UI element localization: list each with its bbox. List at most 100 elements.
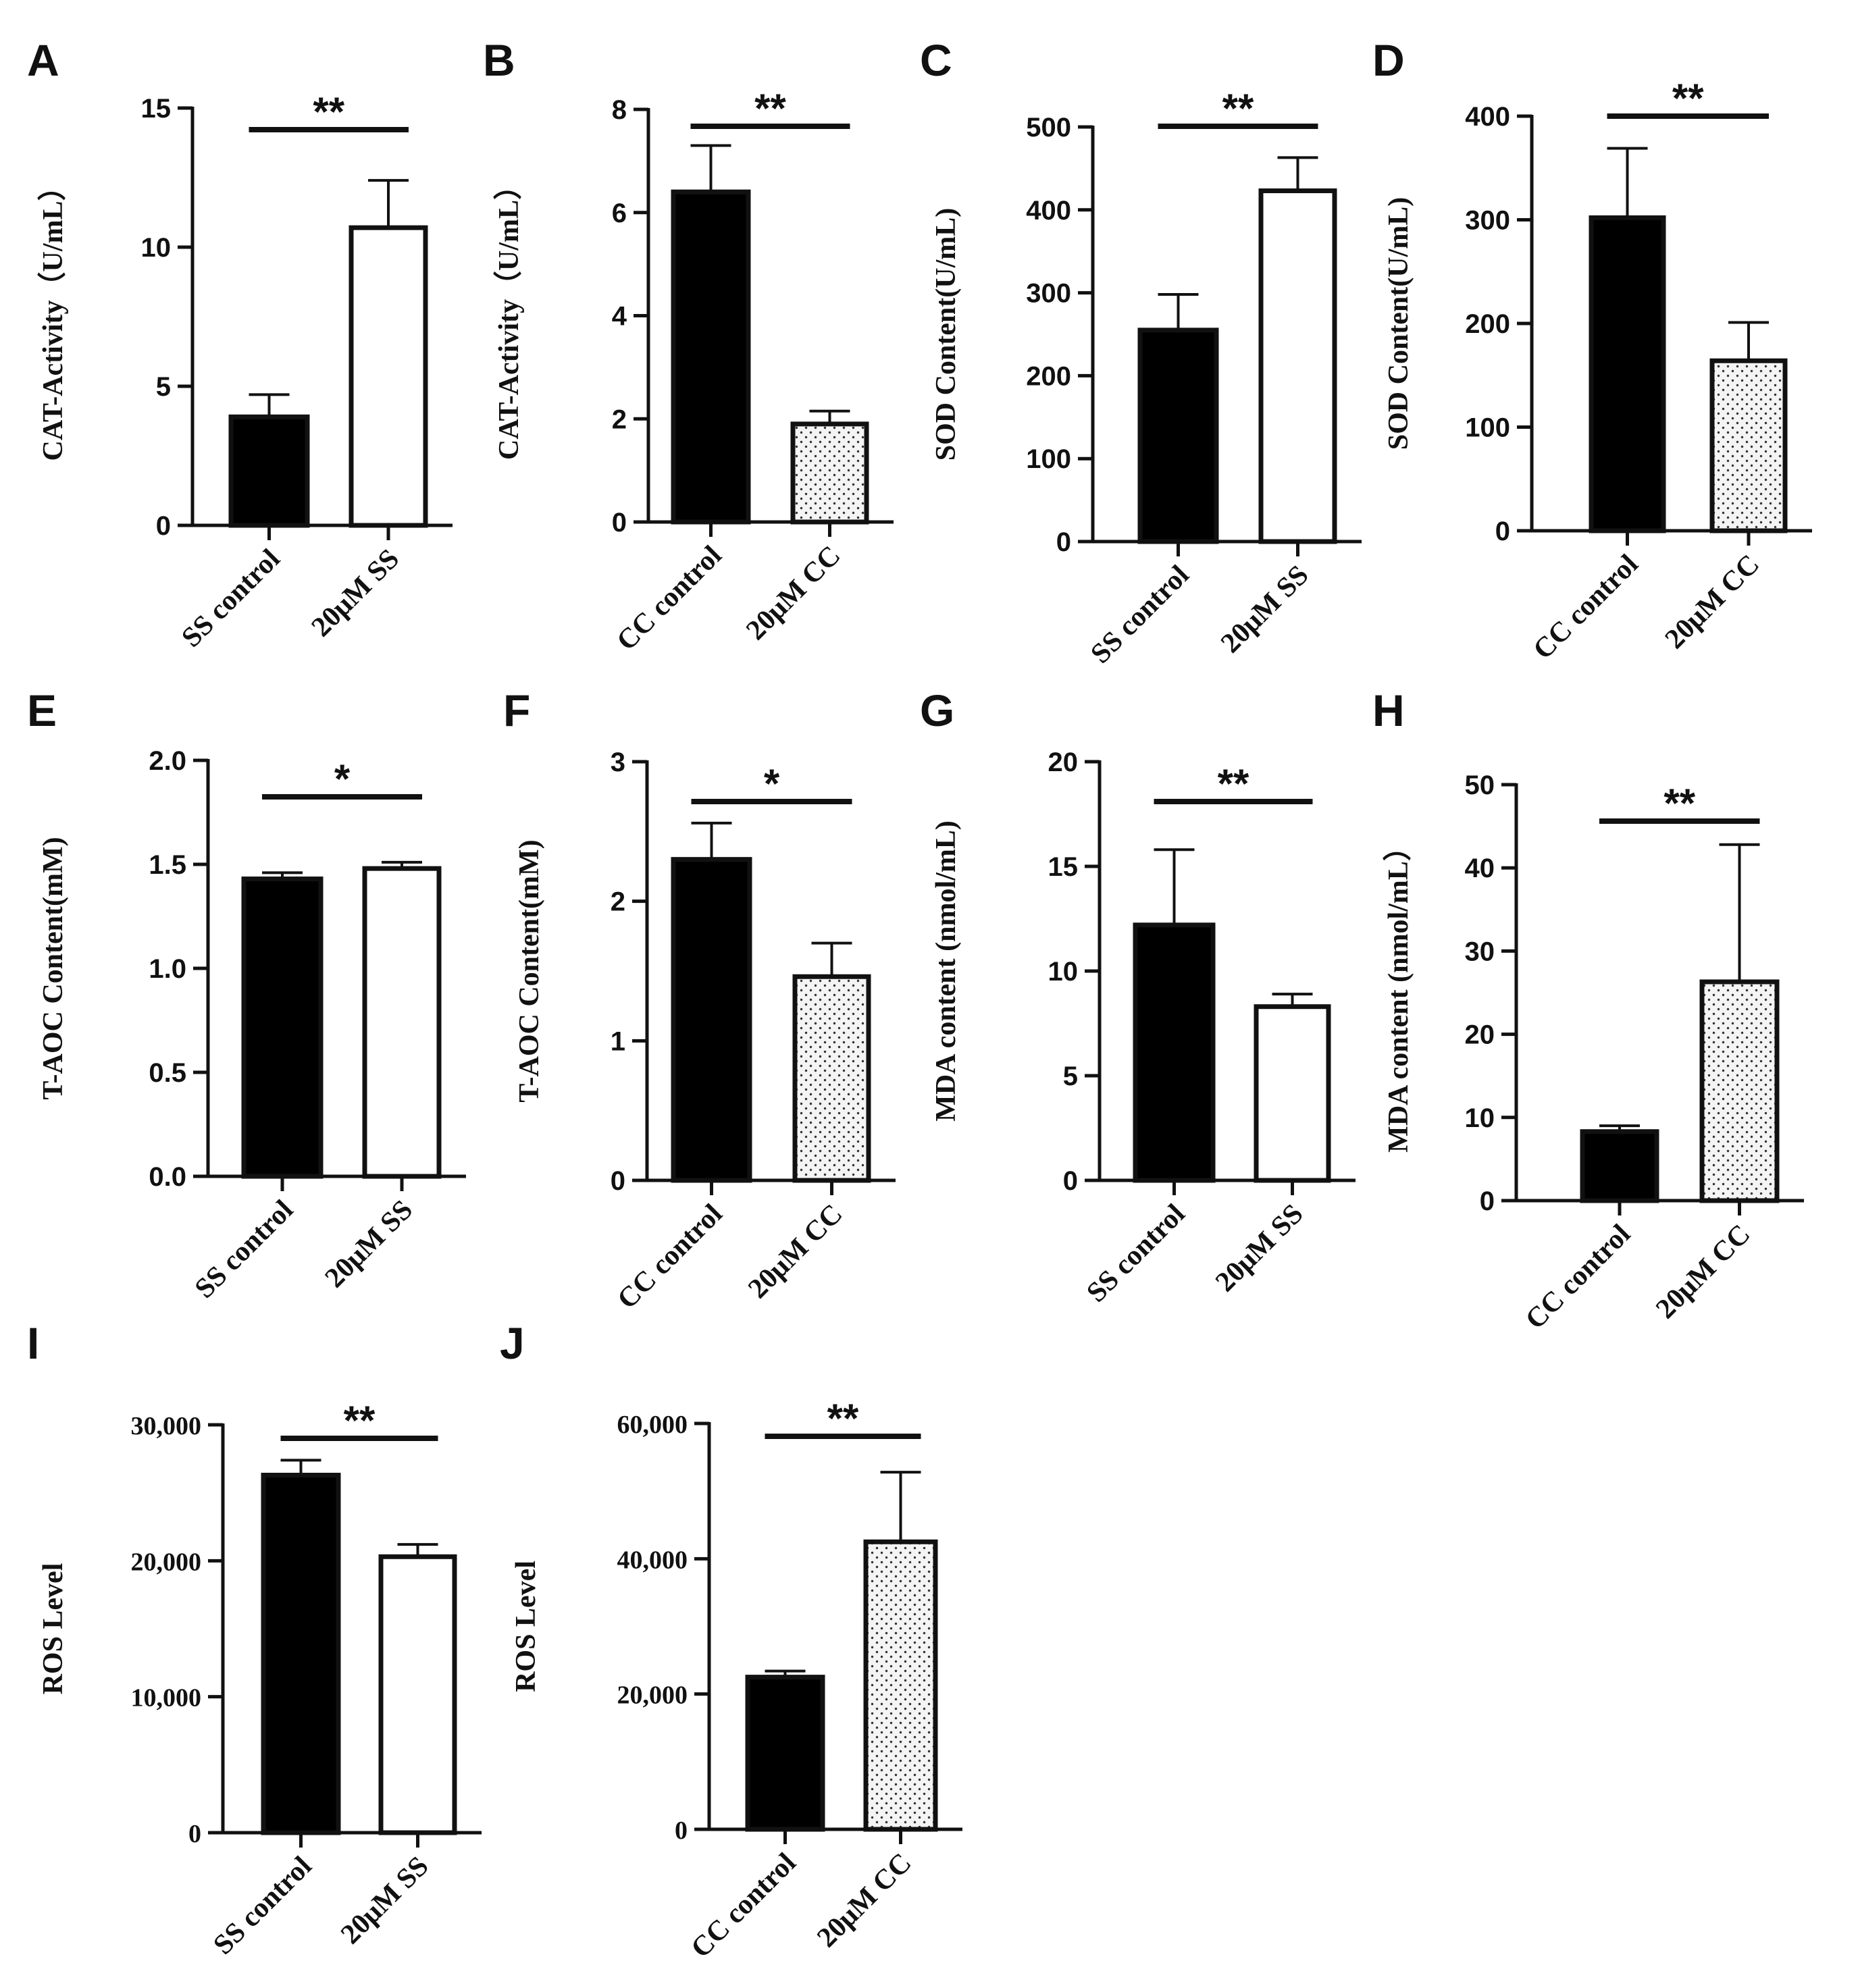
y-tick-label: 20,000 <box>131 1548 202 1576</box>
significance-label: ** <box>754 86 786 131</box>
y-tick-label: 50 <box>1465 770 1495 800</box>
y-tick-label: 4 <box>612 302 627 332</box>
significance-label: * <box>334 756 351 802</box>
panel-g: G 0 5 10 15 20 MDA content (nmol/mL) SS control… <box>920 685 1356 1309</box>
y-tick-label: 30 <box>1465 937 1495 966</box>
y-tick-label: 0 <box>1495 517 1510 546</box>
bar-treated <box>349 225 428 528</box>
x-tick-label: SS control <box>176 544 286 654</box>
panel-a-letter: A <box>27 35 59 85</box>
y-tick-label: 0 <box>675 1816 688 1845</box>
y-tick-label: 2 <box>612 404 627 434</box>
panel-e-letter: E <box>27 685 57 735</box>
y-tick-label: 0 <box>188 1820 201 1848</box>
bar-control <box>671 189 751 525</box>
y-axis-label: ROS Level <box>511 1561 542 1692</box>
y-tick-label: 500 <box>1026 113 1071 142</box>
bar-control <box>1137 328 1219 544</box>
y-axis-label: MDA content (nmol/mL） <box>1383 833 1414 1153</box>
x-tick-label: 20μM CC <box>740 540 846 646</box>
panel-d: D 0 100 200 300 400 SOD Content(U/mL) CC contro… <box>1372 35 1812 666</box>
y-tick-label: 0 <box>1480 1186 1495 1216</box>
y-tick-label: 20,000 <box>617 1681 688 1710</box>
y-axis-label: SOD Content(U/mL) <box>931 208 962 461</box>
panel-f-letter: F <box>503 685 530 735</box>
x-tick-label: 20μM SS <box>335 1851 435 1951</box>
bar-control <box>261 1472 341 1835</box>
significance-label: ** <box>1222 86 1254 131</box>
y-tick-label: 400 <box>1465 102 1510 132</box>
bar-treated <box>378 1554 457 1835</box>
x-tick-label: SS control <box>207 1851 317 1961</box>
y-tick-label: 2.0 <box>149 746 186 776</box>
y-tick-label: 30,000 <box>131 1412 202 1440</box>
bar-control <box>1133 922 1216 1183</box>
y-tick-label: 1.5 <box>149 850 186 880</box>
y-tick-label: 1 <box>611 1026 625 1056</box>
x-tick-label: CC control <box>612 1199 729 1315</box>
x-tick-label: 20μM SS <box>319 1195 419 1294</box>
bar-treated <box>792 974 871 1183</box>
y-axis-label: CAT-Activity（U/mL） <box>493 172 525 460</box>
panel-j-letter: J <box>500 1318 525 1368</box>
y-tick-label: 200 <box>1026 361 1071 391</box>
y-tick-label: 6 <box>612 199 627 228</box>
y-axis-label: ROS Level <box>38 1563 69 1695</box>
panel-i-letter: I <box>27 1318 39 1368</box>
x-tick-label: SS control <box>1081 1199 1191 1309</box>
x-tick-label: CC control <box>611 540 728 657</box>
x-tick-label: 20μM CC <box>1659 549 1765 655</box>
significance-label: * <box>764 761 780 806</box>
panel-e: E 0.0 0.5 1.0 1.5 2.0 T-AOC Content(mM) SS cont… <box>27 685 466 1305</box>
bar-control <box>1589 215 1666 533</box>
y-tick-label: 400 <box>1026 196 1071 226</box>
bar-treated <box>1709 358 1788 533</box>
panel-a: A 0 5 10 15 CAT-Activity（U/mL） SS control 20μM … <box>27 35 453 654</box>
bar-treated <box>1699 979 1780 1203</box>
y-tick-label: 5 <box>1063 1062 1078 1091</box>
y-tick-label: 0 <box>612 508 627 538</box>
bar-treated <box>863 1539 938 1832</box>
x-tick-label: 20μM SS <box>306 544 406 644</box>
y-tick-label: 300 <box>1465 206 1510 236</box>
panel-d-letter: D <box>1372 35 1405 85</box>
y-tick-label: 20 <box>1048 748 1079 777</box>
panel-g-letter: G <box>920 685 954 735</box>
x-tick-label: 20μM SS <box>1215 560 1315 660</box>
significance-label: ** <box>313 89 344 134</box>
bar-treated <box>362 866 442 1179</box>
y-tick-label: 2 <box>611 887 625 917</box>
y-axis-label: T-AOC Content(mM) <box>514 839 545 1102</box>
bar-treated <box>1254 1004 1331 1183</box>
panel-c-letter: C <box>920 35 952 85</box>
bar-control <box>228 414 310 528</box>
y-tick-label: 0.5 <box>149 1058 186 1088</box>
y-tick-label: 8 <box>612 95 627 125</box>
significance-label: ** <box>827 1396 859 1441</box>
y-tick-label: 3 <box>611 748 625 777</box>
y-tick-label: 15 <box>141 94 172 124</box>
y-tick-label: 10,000 <box>131 1684 202 1712</box>
y-tick-label: 100 <box>1465 413 1510 443</box>
y-tick-label: 0 <box>611 1166 625 1196</box>
panel-b-letter: B <box>483 35 515 85</box>
y-tick-label: 5 <box>156 372 171 402</box>
panel-i: I 0 10,000 20,000 30,000 ROS Level SS control 2… <box>27 1318 482 1961</box>
x-tick-label: 20μM CC <box>811 1848 917 1954</box>
y-tick-label: 0 <box>156 511 171 541</box>
y-tick-label: 300 <box>1026 279 1071 309</box>
panel-f: F 0 1 2 3 T-AOC Content(mM) CC control 20μM CC * <box>503 685 896 1315</box>
x-tick-label: SS control <box>189 1195 299 1305</box>
y-axis-label: CAT-Activity（U/mL） <box>37 173 69 461</box>
x-tick-label: SS control <box>1085 560 1195 670</box>
significance-label: ** <box>1663 781 1695 826</box>
y-tick-label: 15 <box>1048 852 1079 882</box>
y-tick-label: 20 <box>1465 1020 1495 1050</box>
y-tick-label: 0 <box>1063 1166 1078 1196</box>
y-axis-label: MDA content (nmol/mL) <box>931 820 962 1122</box>
y-axis-label: SOD Content(U/mL) <box>1383 197 1414 450</box>
x-tick-label: 20μM CC <box>1650 1219 1756 1325</box>
bar-treated <box>1258 188 1337 544</box>
y-tick-label: 40 <box>1465 854 1495 883</box>
y-tick-label: 1.0 <box>149 954 186 984</box>
